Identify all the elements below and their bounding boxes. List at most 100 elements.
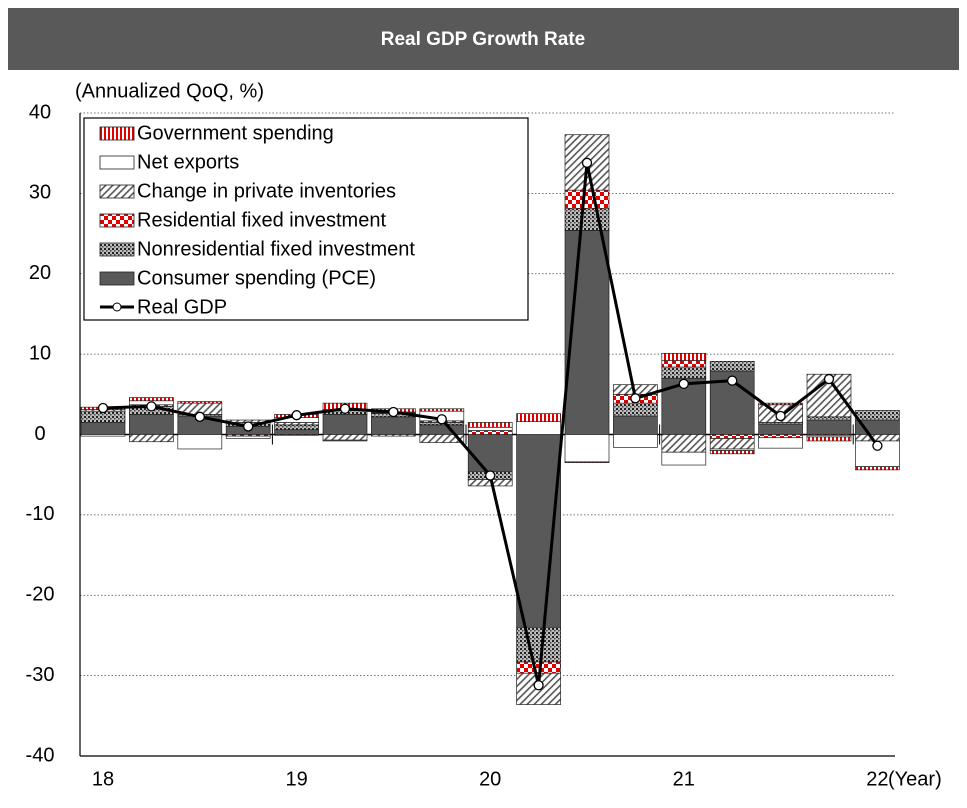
bar-segment [81,435,125,437]
legend-swatch [100,214,134,227]
x-tick-label: 22 [866,768,888,790]
gdp-point [147,402,156,411]
bar-segment [662,435,706,453]
bar-segment [855,467,899,470]
bar-segment [323,414,367,434]
gdp-point [631,394,640,403]
bar-segment [468,422,512,427]
y-tick-label: 40 [29,101,51,123]
bar-segment [759,438,803,448]
bar-segment [613,435,657,448]
gdp-point [728,376,737,385]
y-tick-label: -20 [26,584,55,606]
legend-swatch [100,243,134,256]
bar-segment [807,437,851,441]
bar-segment [323,435,367,441]
y-tick-label: -10 [26,503,55,525]
legend-label: Consumer spending (PCE) [137,267,376,289]
x-axis-label: (Year) [888,768,942,790]
bar-segment [420,425,464,435]
bar-segment [371,417,415,435]
bar-segment [178,435,222,449]
bar-segment [565,209,609,231]
chart: Real GDP Growth Rate (Annualized QoQ, %)… [0,0,967,803]
bar-segment [807,417,851,420]
gdp-point [244,422,253,431]
gdp-point [776,412,785,421]
legend-label: Nonresidential fixed investment [137,238,415,260]
legend-label: Net exports [137,151,239,173]
legend: Government spending Net exports Change in … [84,118,528,320]
bar-segment [710,361,754,371]
bar-segment [565,435,609,462]
legend-label: Real GDP [137,296,227,318]
bar-segment [662,353,706,360]
bar-segment [129,398,173,401]
legend-swatch [100,127,134,140]
legend-swatch [100,272,134,285]
bar-segment [275,422,319,424]
bar-segment [468,427,512,430]
page: {"chart_data":{"type":"bar","stacked":tr… [0,0,967,808]
y-tick-label: -30 [26,664,55,686]
bar-segment [468,430,512,434]
gdp-point [389,407,398,416]
y-tick-label: 30 [29,182,51,204]
bar-segment [855,435,899,441]
bar-segment [710,439,754,449]
bar-segment [226,436,270,438]
bar-segment [323,440,367,441]
bar-segment [613,416,657,434]
bar-segment [565,190,609,208]
legend-label: Government spending [137,122,334,144]
bar-segment [81,422,125,434]
bar-segment [275,425,319,430]
gdp-point [195,412,204,421]
bar-segment [807,420,851,434]
bar-segment [662,452,706,465]
bar-segment [517,422,561,435]
gdp-point [679,379,688,388]
gdp-point [437,415,446,424]
legend-swatch [100,156,134,169]
gdp-point [341,404,350,413]
bar-segment [275,435,319,436]
gdp-point [486,471,495,480]
gdp-point [534,681,543,690]
gdp-point [825,375,834,384]
legend-label: Residential fixed investment [137,209,386,231]
bar-segment [129,435,173,442]
bar-segment [710,451,754,454]
bar-segment [517,627,561,662]
bar-segment [855,410,899,420]
gdp-point [583,158,592,167]
bar-segment [662,361,706,367]
bar-segment [178,402,222,404]
x-tick-label: 18 [92,768,114,790]
x-tick-label: 20 [479,768,501,790]
gdp-point [99,403,108,412]
bar-segment [710,435,754,439]
x-tick-label: 21 [673,768,695,790]
bar-segment [275,430,319,435]
legend-swatch [100,185,134,198]
y-tick-label: -40 [26,744,55,766]
bar-segment [759,435,803,438]
bar-segment [371,435,415,437]
gdp-point [292,411,301,420]
bar-segment [613,403,657,416]
y-axis-label: (Annualized QoQ, %) [75,80,264,102]
bar-segment [759,424,803,434]
gdp-point [873,441,882,450]
legend-marker [113,303,121,311]
bar-segment [129,414,173,434]
y-tick-label: 20 [29,262,51,284]
bar-segment [662,367,706,378]
bar-segment [468,435,512,472]
x-tick-label: 19 [285,768,307,790]
bar-segment [517,414,561,422]
legend-label: Change in private inventories [137,180,396,202]
bar-segment [420,409,464,411]
bar-segment [565,462,609,463]
y-tick-label: 10 [29,342,51,364]
